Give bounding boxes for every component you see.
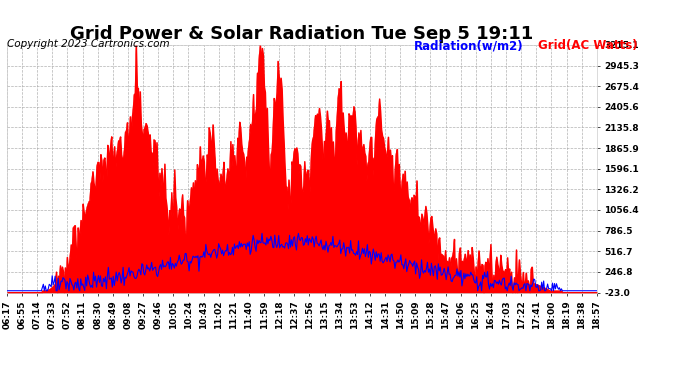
Text: Grid(AC Watts): Grid(AC Watts) bbox=[538, 39, 638, 53]
Text: Radiation(w/m2): Radiation(w/m2) bbox=[414, 39, 524, 53]
Text: Copyright 2023 Cartronics.com: Copyright 2023 Cartronics.com bbox=[7, 39, 170, 50]
Title: Grid Power & Solar Radiation Tue Sep 5 19:11: Grid Power & Solar Radiation Tue Sep 5 1… bbox=[70, 26, 533, 44]
